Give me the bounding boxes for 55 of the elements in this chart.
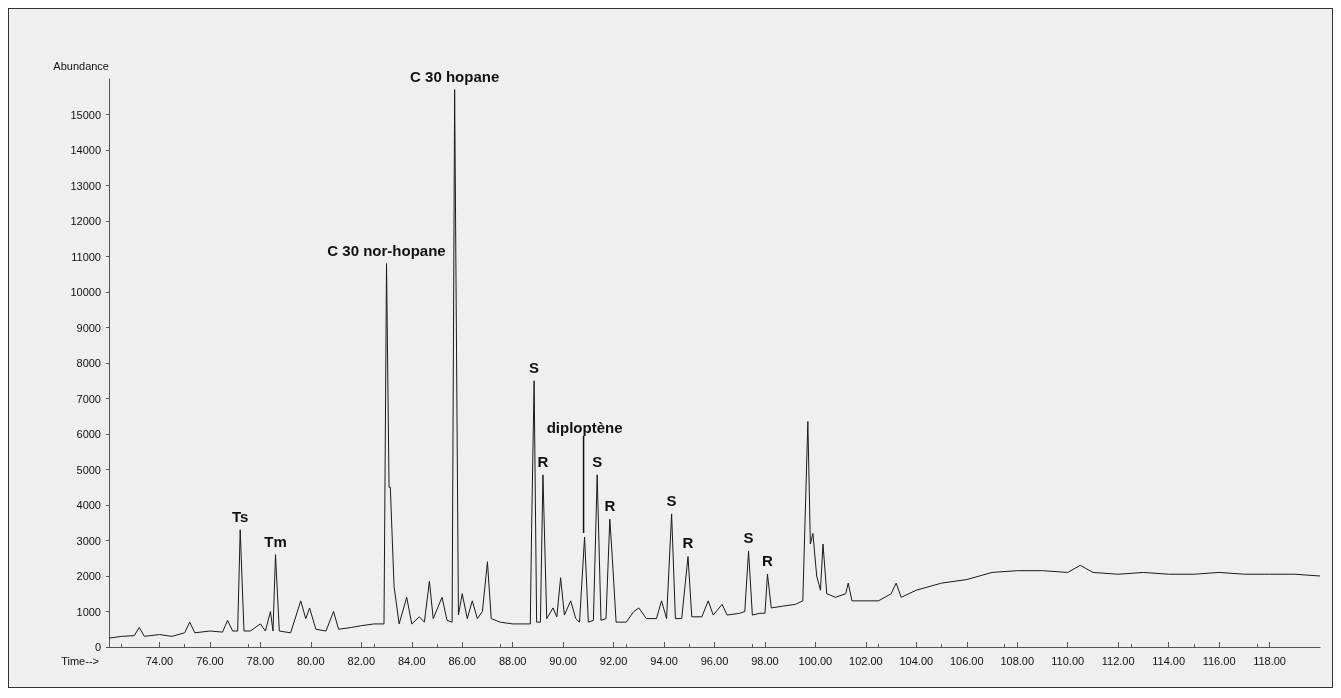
x-tick-label: 98.00: [751, 654, 779, 667]
x-tick-label: 100.00: [798, 654, 833, 667]
annotation: R: [682, 534, 694, 552]
y-tick-label: 6000: [76, 428, 101, 440]
y-tick-label: 0: [94, 641, 101, 653]
x-tick-label: 112.00: [1101, 654, 1135, 667]
y-tick-label: 15000: [70, 108, 101, 121]
y-tick-label: 12000: [70, 215, 101, 227]
annotation: R: [762, 552, 774, 570]
x-axis-title: Time-->: [61, 654, 99, 667]
y-tick-label: 8000: [76, 357, 101, 369]
x-tick-label: 118.00: [1253, 654, 1286, 667]
annotation: Ts: [231, 507, 249, 525]
x-tick-label: 80.00: [297, 654, 325, 667]
y-tick-label: 10000: [70, 286, 101, 298]
annotation: diploptène: [546, 418, 623, 436]
x-tick-label: 78.00: [246, 654, 275, 667]
x-tick-label: 84.00: [397, 654, 426, 667]
x-tick-label: 94.00: [650, 654, 678, 667]
annotation: R: [604, 497, 616, 515]
x-tick-label: 74.00: [145, 654, 174, 667]
x-tick-label: 82.00: [347, 654, 376, 667]
y-tick-label: 13000: [70, 179, 101, 192]
x-tick-label: 92.00: [599, 654, 628, 667]
annotation: S: [666, 491, 677, 509]
annotation: S: [743, 529, 754, 547]
x-tick-label: 76.00: [196, 654, 224, 667]
x-tick-label: 90.00: [549, 654, 577, 667]
y-tick-label: 11000: [71, 250, 101, 263]
x-tick-label: 88.00: [498, 654, 527, 667]
x-tick-label: 96.00: [700, 654, 729, 667]
annotation: Tm: [264, 532, 287, 550]
y-tick-label: 9000: [76, 321, 101, 334]
annotation: S: [529, 358, 540, 376]
annotation: R: [537, 452, 549, 470]
x-tick-label: 110.00: [1051, 654, 1085, 667]
y-tick-label: 4000: [76, 499, 101, 511]
y-axis-title: Abundance: [53, 59, 109, 72]
annotation: C 30 hopane: [410, 67, 500, 85]
line-series: [108, 89, 1321, 639]
x-tick-label: 102.00: [849, 654, 883, 667]
x-tick-label: 116.00: [1202, 654, 1236, 667]
y-tick-label: 1000: [76, 605, 101, 618]
annotation: C 30 nor-hopane: [327, 241, 446, 259]
y-tick-label: 3000: [76, 534, 101, 547]
x-tick-label: 106.00: [949, 654, 984, 667]
x-tick-label: 114.00: [1152, 654, 1186, 667]
y-tick-label: 5000: [76, 463, 101, 476]
x-tick-label: 86.00: [448, 654, 476, 667]
x-tick-label: 104.00: [899, 654, 934, 667]
y-tick-label: 2000: [76, 570, 101, 582]
y-tick-label: 14000: [70, 144, 101, 156]
y-tick-label: 7000: [76, 392, 101, 405]
x-tick-label: 108.00: [1000, 654, 1035, 667]
annotation: S: [592, 452, 603, 470]
